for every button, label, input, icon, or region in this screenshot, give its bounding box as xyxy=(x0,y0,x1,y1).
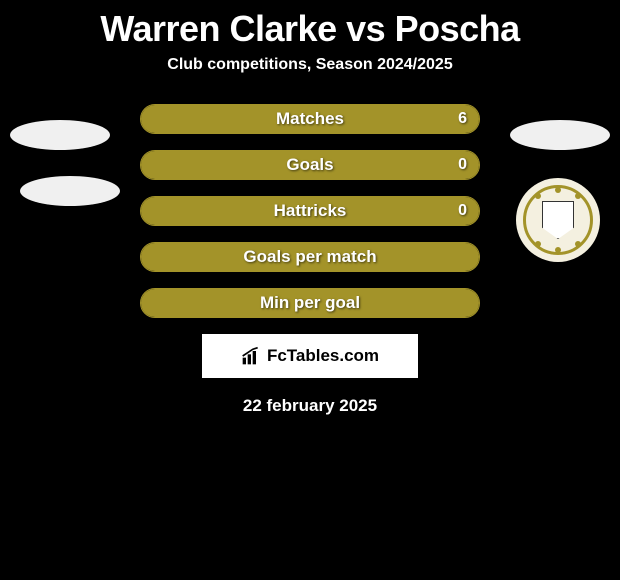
stat-value-right: 0 xyxy=(458,156,467,174)
stat-value-right: 6 xyxy=(458,110,467,128)
stat-row: Hattricks 0 xyxy=(140,196,480,226)
page-subtitle: Club competitions, Season 2024/2025 xyxy=(0,56,620,104)
source-logo-text: FcTables.com xyxy=(267,346,379,366)
team-crest-right xyxy=(516,178,600,262)
stat-label: Matches xyxy=(276,109,344,129)
stat-label: Goals xyxy=(286,155,333,175)
stat-fill-left xyxy=(141,197,283,225)
stat-row: Goals 0 xyxy=(140,150,480,180)
team-badge-placeholder-right-top xyxy=(510,120,610,150)
stat-value-right: 0 xyxy=(458,202,467,220)
stat-row: Min per goal xyxy=(140,288,480,318)
team-badge-placeholder-left-top xyxy=(10,120,110,150)
chart-icon xyxy=(241,346,261,366)
page-title: Warren Clarke vs Poscha xyxy=(0,0,620,56)
stat-row: Goals per match xyxy=(140,242,480,272)
stat-fill-left xyxy=(141,151,283,179)
crest-icon xyxy=(523,185,593,255)
stat-fill-left xyxy=(141,105,283,133)
stats-comparison: Matches 6 Goals 0 Hattricks 0 Goals per match M… xyxy=(140,104,480,318)
snapshot-date: 22 february 2025 xyxy=(0,396,620,416)
stat-label: Min per goal xyxy=(260,293,360,313)
stat-label: Goals per match xyxy=(243,247,376,267)
stat-row: Matches 6 xyxy=(140,104,480,134)
source-logo: FcTables.com xyxy=(202,334,418,378)
stat-label: Hattricks xyxy=(274,201,347,221)
team-badge-placeholder-left-bottom xyxy=(20,176,120,206)
